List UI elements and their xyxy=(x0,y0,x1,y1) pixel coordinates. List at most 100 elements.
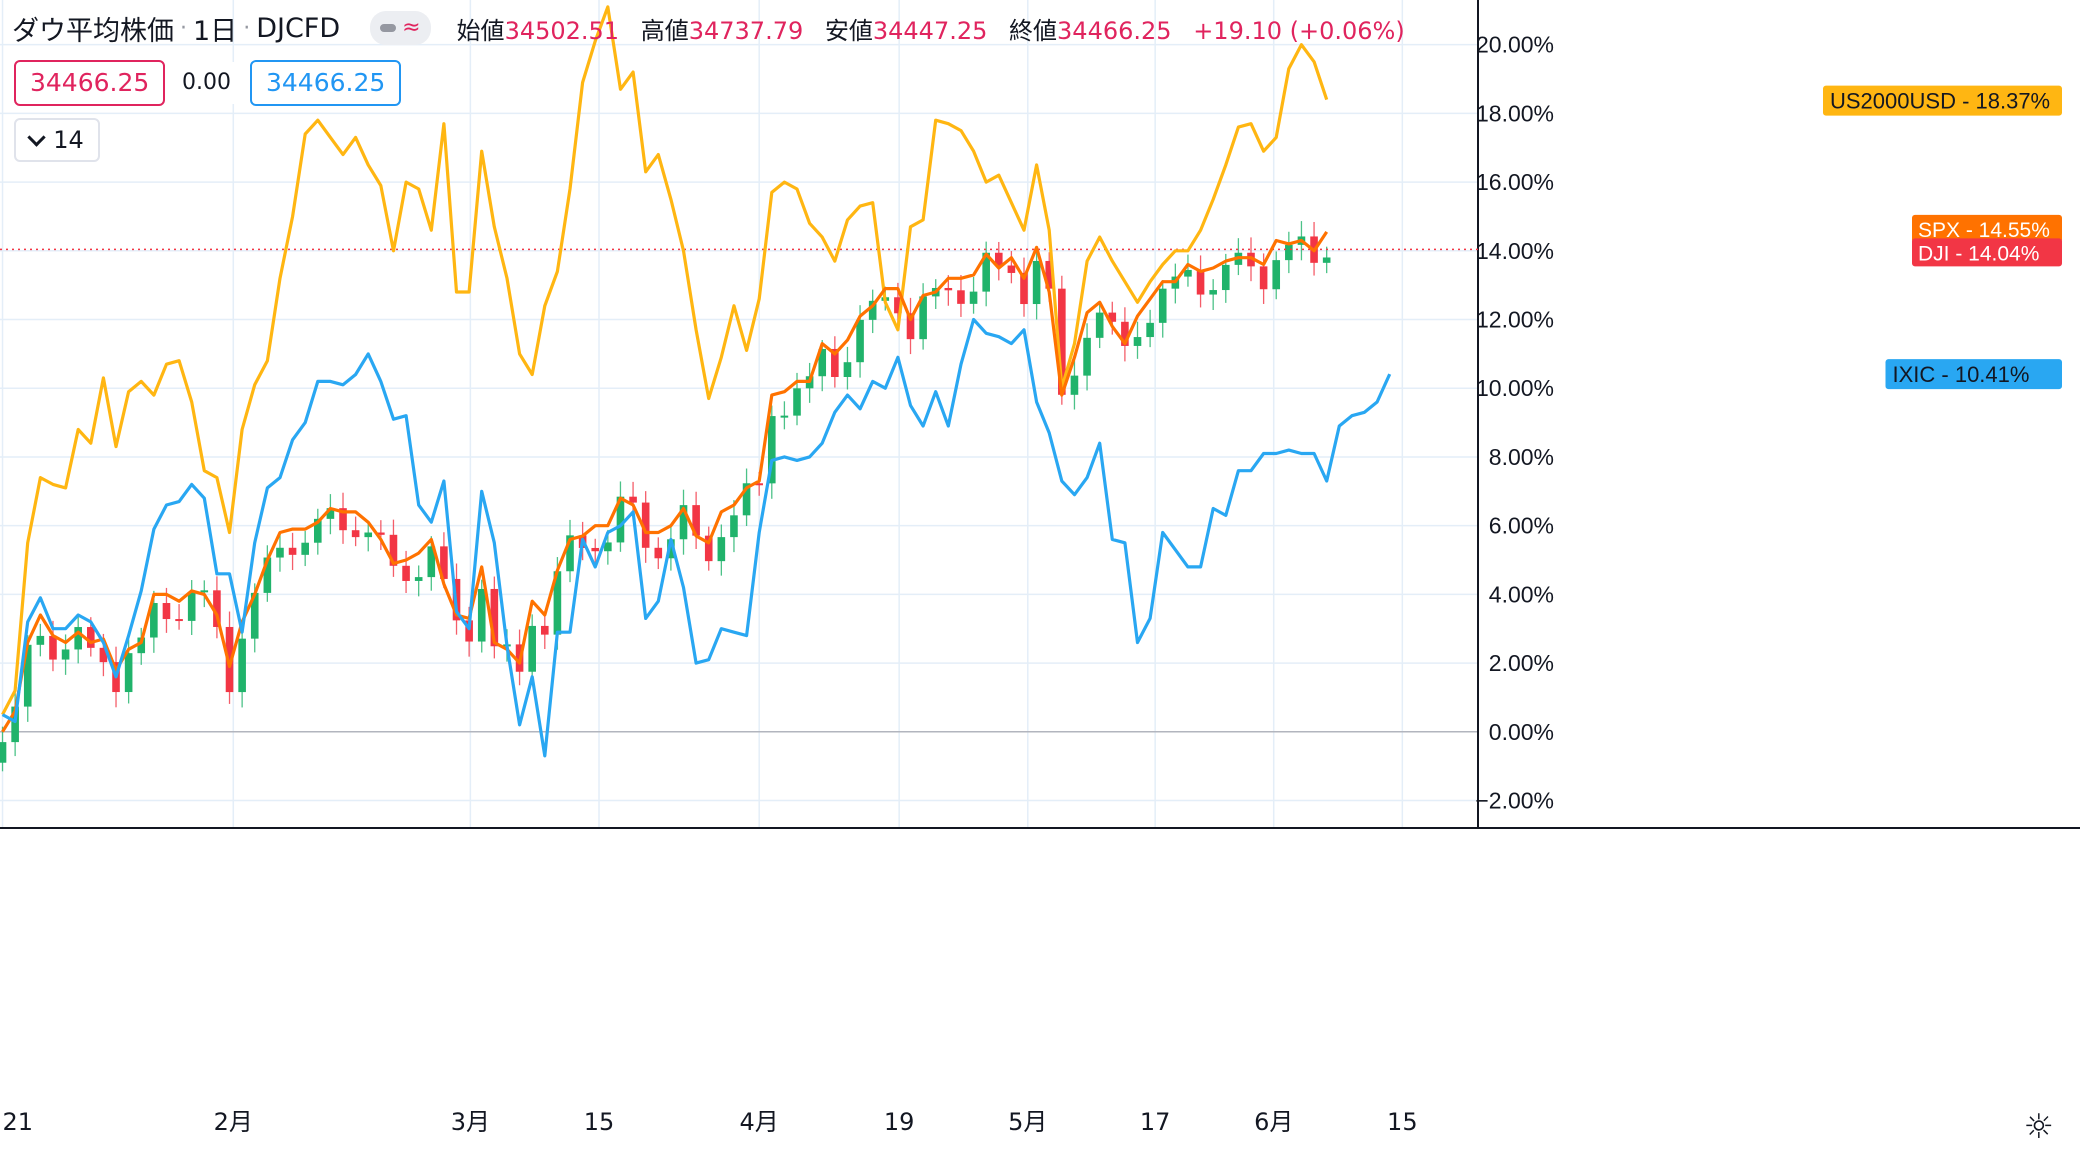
last-value-badge xyxy=(1885,359,2062,390)
y-tick-label: 16.00% xyxy=(1476,169,1554,195)
last-value-text: IXIC - 10.41% xyxy=(1893,362,2030,387)
candle-body xyxy=(1032,260,1041,305)
candle-body xyxy=(767,416,776,484)
candle-body xyxy=(1020,272,1028,305)
candle-body xyxy=(225,626,234,693)
candle-body xyxy=(150,603,158,638)
candle-body xyxy=(36,635,45,645)
candle-body xyxy=(313,518,322,543)
candle-body xyxy=(591,547,600,552)
candle-body xyxy=(1158,288,1167,323)
indicator-toggle-button[interactable]: 14 xyxy=(14,118,100,162)
candle-body xyxy=(465,620,473,642)
last-value-text: US2000USD - 18.37% xyxy=(1830,89,2050,114)
candle-body xyxy=(61,649,70,660)
candle-body xyxy=(717,537,726,562)
ohlc-values: 始値34502.51 高値34737.79 安値34447.25 終値34466… xyxy=(457,11,1405,46)
candle-body xyxy=(780,415,789,418)
y-tick-label: −2.00% xyxy=(1475,788,1554,814)
chevron-down-icon xyxy=(27,127,46,147)
market-status-pill[interactable]: ≈ xyxy=(370,11,431,45)
candle-body xyxy=(793,388,801,416)
candle-body xyxy=(0,742,7,763)
x-tick-label: 15 xyxy=(1387,1108,1418,1136)
high-label: 高値 xyxy=(640,16,689,45)
candle-body xyxy=(213,590,221,627)
candle-body xyxy=(1247,252,1255,267)
x-tick-label: 5月 xyxy=(1008,1108,1047,1136)
series-line-spx xyxy=(1,231,1329,733)
candle-body xyxy=(351,530,360,538)
candle-body xyxy=(679,505,688,540)
y-tick-label: 12.00% xyxy=(1476,307,1554,333)
candle-body xyxy=(894,297,902,314)
candle-body xyxy=(99,647,108,663)
buy-price-button[interactable]: 34466.25 xyxy=(250,60,402,106)
x-tick-label: 15 xyxy=(584,1108,615,1136)
series-line-us2000usd xyxy=(1,5,1329,716)
candle-body xyxy=(818,348,827,377)
candle-body xyxy=(490,588,499,647)
candle-body xyxy=(1184,269,1192,277)
y-tick-label: 0.00% xyxy=(1489,719,1554,745)
candle-body xyxy=(1045,260,1054,289)
candle-body xyxy=(540,625,549,635)
candle-body xyxy=(919,296,927,340)
candle-body xyxy=(11,706,19,743)
candle-body xyxy=(23,644,32,707)
candle-body xyxy=(288,547,297,555)
y-tick-label: 6.00% xyxy=(1489,513,1554,539)
interval-label[interactable]: 1日 xyxy=(193,15,238,47)
candle-body xyxy=(1095,312,1104,338)
open-label: 始値 xyxy=(456,16,505,45)
high-value: 34737.79 xyxy=(688,16,804,45)
candle-body xyxy=(843,362,852,377)
candle-body xyxy=(301,542,309,555)
candle-body xyxy=(616,496,625,543)
candle-body xyxy=(162,603,171,620)
sell-price-button[interactable]: 34466.25 xyxy=(14,60,166,106)
candle-body xyxy=(326,508,335,519)
low-value: 34447.25 xyxy=(872,16,988,45)
symbol-name[interactable]: ダウ平均株価 xyxy=(12,15,174,47)
x-tick-label: 17 xyxy=(1140,1108,1171,1136)
y-tick-label: 8.00% xyxy=(1489,444,1554,470)
candle-body xyxy=(1108,312,1117,322)
last-value-text: SPX - 14.55% xyxy=(1918,219,2050,242)
x-tick-label: 21 xyxy=(3,1108,34,1136)
candle-body xyxy=(49,635,57,660)
chart-header: ダウ平均株価 · 1日 · DJCFD ≈ 始値34502.51 高値34737… xyxy=(12,8,1405,48)
change-value: +19.10 (+0.06%) xyxy=(1193,16,1405,45)
x-tick-label: 4月 xyxy=(740,1108,779,1136)
candle-body xyxy=(364,532,373,538)
candle-body xyxy=(755,483,763,486)
candle-body xyxy=(528,625,536,672)
y-tick-label: 2.00% xyxy=(1489,650,1554,676)
candle-body xyxy=(414,577,423,581)
candle-body xyxy=(1272,260,1281,290)
candle-body xyxy=(1285,244,1293,261)
candle-body xyxy=(86,627,95,648)
candle-body xyxy=(250,592,259,639)
candle-body xyxy=(654,547,663,559)
y-tick-label: 4.00% xyxy=(1489,581,1554,607)
candle-body xyxy=(276,547,284,558)
exchange-label: DJCFD xyxy=(256,12,341,44)
candle-body xyxy=(1133,337,1142,346)
x-tick-label: 3月 xyxy=(451,1108,490,1136)
candle-body xyxy=(944,287,953,291)
last-value-badge xyxy=(1912,214,2062,243)
candle-body xyxy=(1209,290,1217,295)
candle-body xyxy=(427,546,436,578)
candle-body xyxy=(969,291,978,304)
series-line-ixic xyxy=(1,317,1392,758)
gear-icon[interactable]: ☼ xyxy=(2023,1107,2054,1147)
candle-body xyxy=(566,535,574,572)
candle-body xyxy=(868,300,877,320)
candle-body xyxy=(74,627,82,650)
candle-body xyxy=(1322,257,1331,263)
candle-body xyxy=(1070,375,1079,395)
candle-body xyxy=(124,653,133,693)
candle-body xyxy=(957,290,965,304)
